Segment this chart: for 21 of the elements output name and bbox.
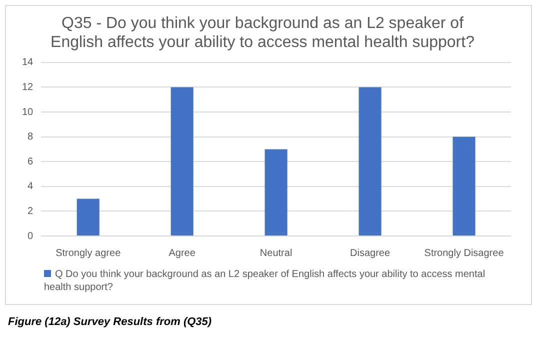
x-tick-label: Neutral [260,248,292,259]
chart-title: Q35 - Do you think your background as an L2 speaker of English affects your ability to access mental health support? [50,15,475,52]
y-tick-label: 0 [28,230,34,242]
y-tick-label: 8 [28,132,34,143]
y-tick-label: 14 [22,57,34,68]
bar [358,87,382,236]
y-tick-label: 6 [28,156,34,168]
legend-label: Q Do you think your background as an L2 speaker of English affects your ability to access mental health support? [44,268,486,294]
y-tick-label: 12 [22,82,34,93]
x-tick-label: Strongly Disagree [424,248,504,259]
text: Figure (12a) Survey Results from (Q35) [8,316,212,328]
y-tick-label: 10 [22,106,34,118]
x-tick-label: Disagree [350,248,390,259]
x-tick-label: Strongly agree [56,248,122,259]
bar [264,149,288,236]
y-tick-label: 2 [28,206,34,217]
bar [170,87,194,236]
bar [76,198,100,236]
x-tick-label: Agree [168,248,196,259]
y-tick-label: 4 [28,181,34,192]
bar [452,136,476,236]
